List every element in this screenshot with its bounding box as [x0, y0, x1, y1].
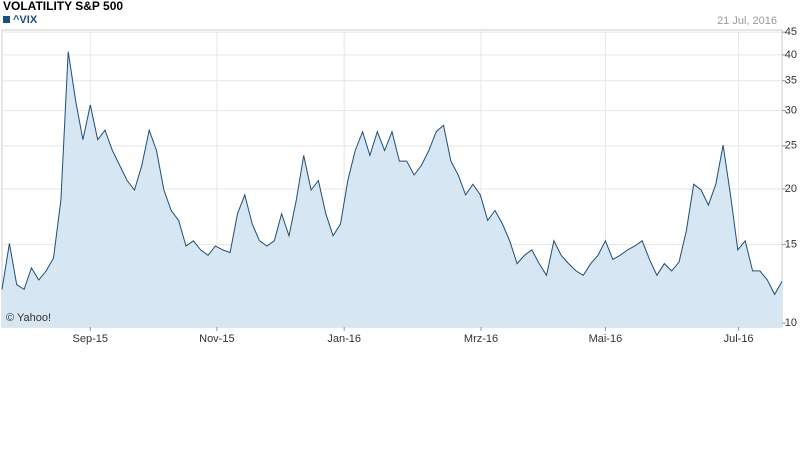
y-tick-label: 20	[785, 183, 797, 195]
y-tick-label: 10	[785, 317, 797, 329]
x-tick-label: Jan-16	[327, 333, 361, 345]
y-tick-label: 30	[785, 104, 797, 116]
y-tick-label: 45	[785, 26, 797, 38]
line	[1, 51, 783, 296]
x-tick-label: Mai-16	[589, 333, 623, 345]
y-tick-label: 15	[785, 239, 797, 251]
chart-title: VOLATILITY S&P 500	[3, 0, 123, 13]
credit: © Yahoo!	[6, 312, 51, 324]
x-tick-label: Jul-16	[724, 333, 754, 345]
y-tick-label: 25	[785, 140, 797, 152]
y-tick-label: 40	[785, 49, 797, 61]
legend-label: ^VIX	[13, 14, 38, 26]
area	[2, 51, 782, 327]
x-tick-label: Nov-15	[199, 333, 234, 345]
chart-date: 21 Jul, 2016	[717, 15, 777, 27]
x-tick-label: Sep-15	[73, 333, 108, 345]
x-tick-label: Mrz-16	[464, 333, 498, 345]
y-tick-label: 35	[785, 75, 797, 87]
legend-swatch	[3, 16, 10, 23]
